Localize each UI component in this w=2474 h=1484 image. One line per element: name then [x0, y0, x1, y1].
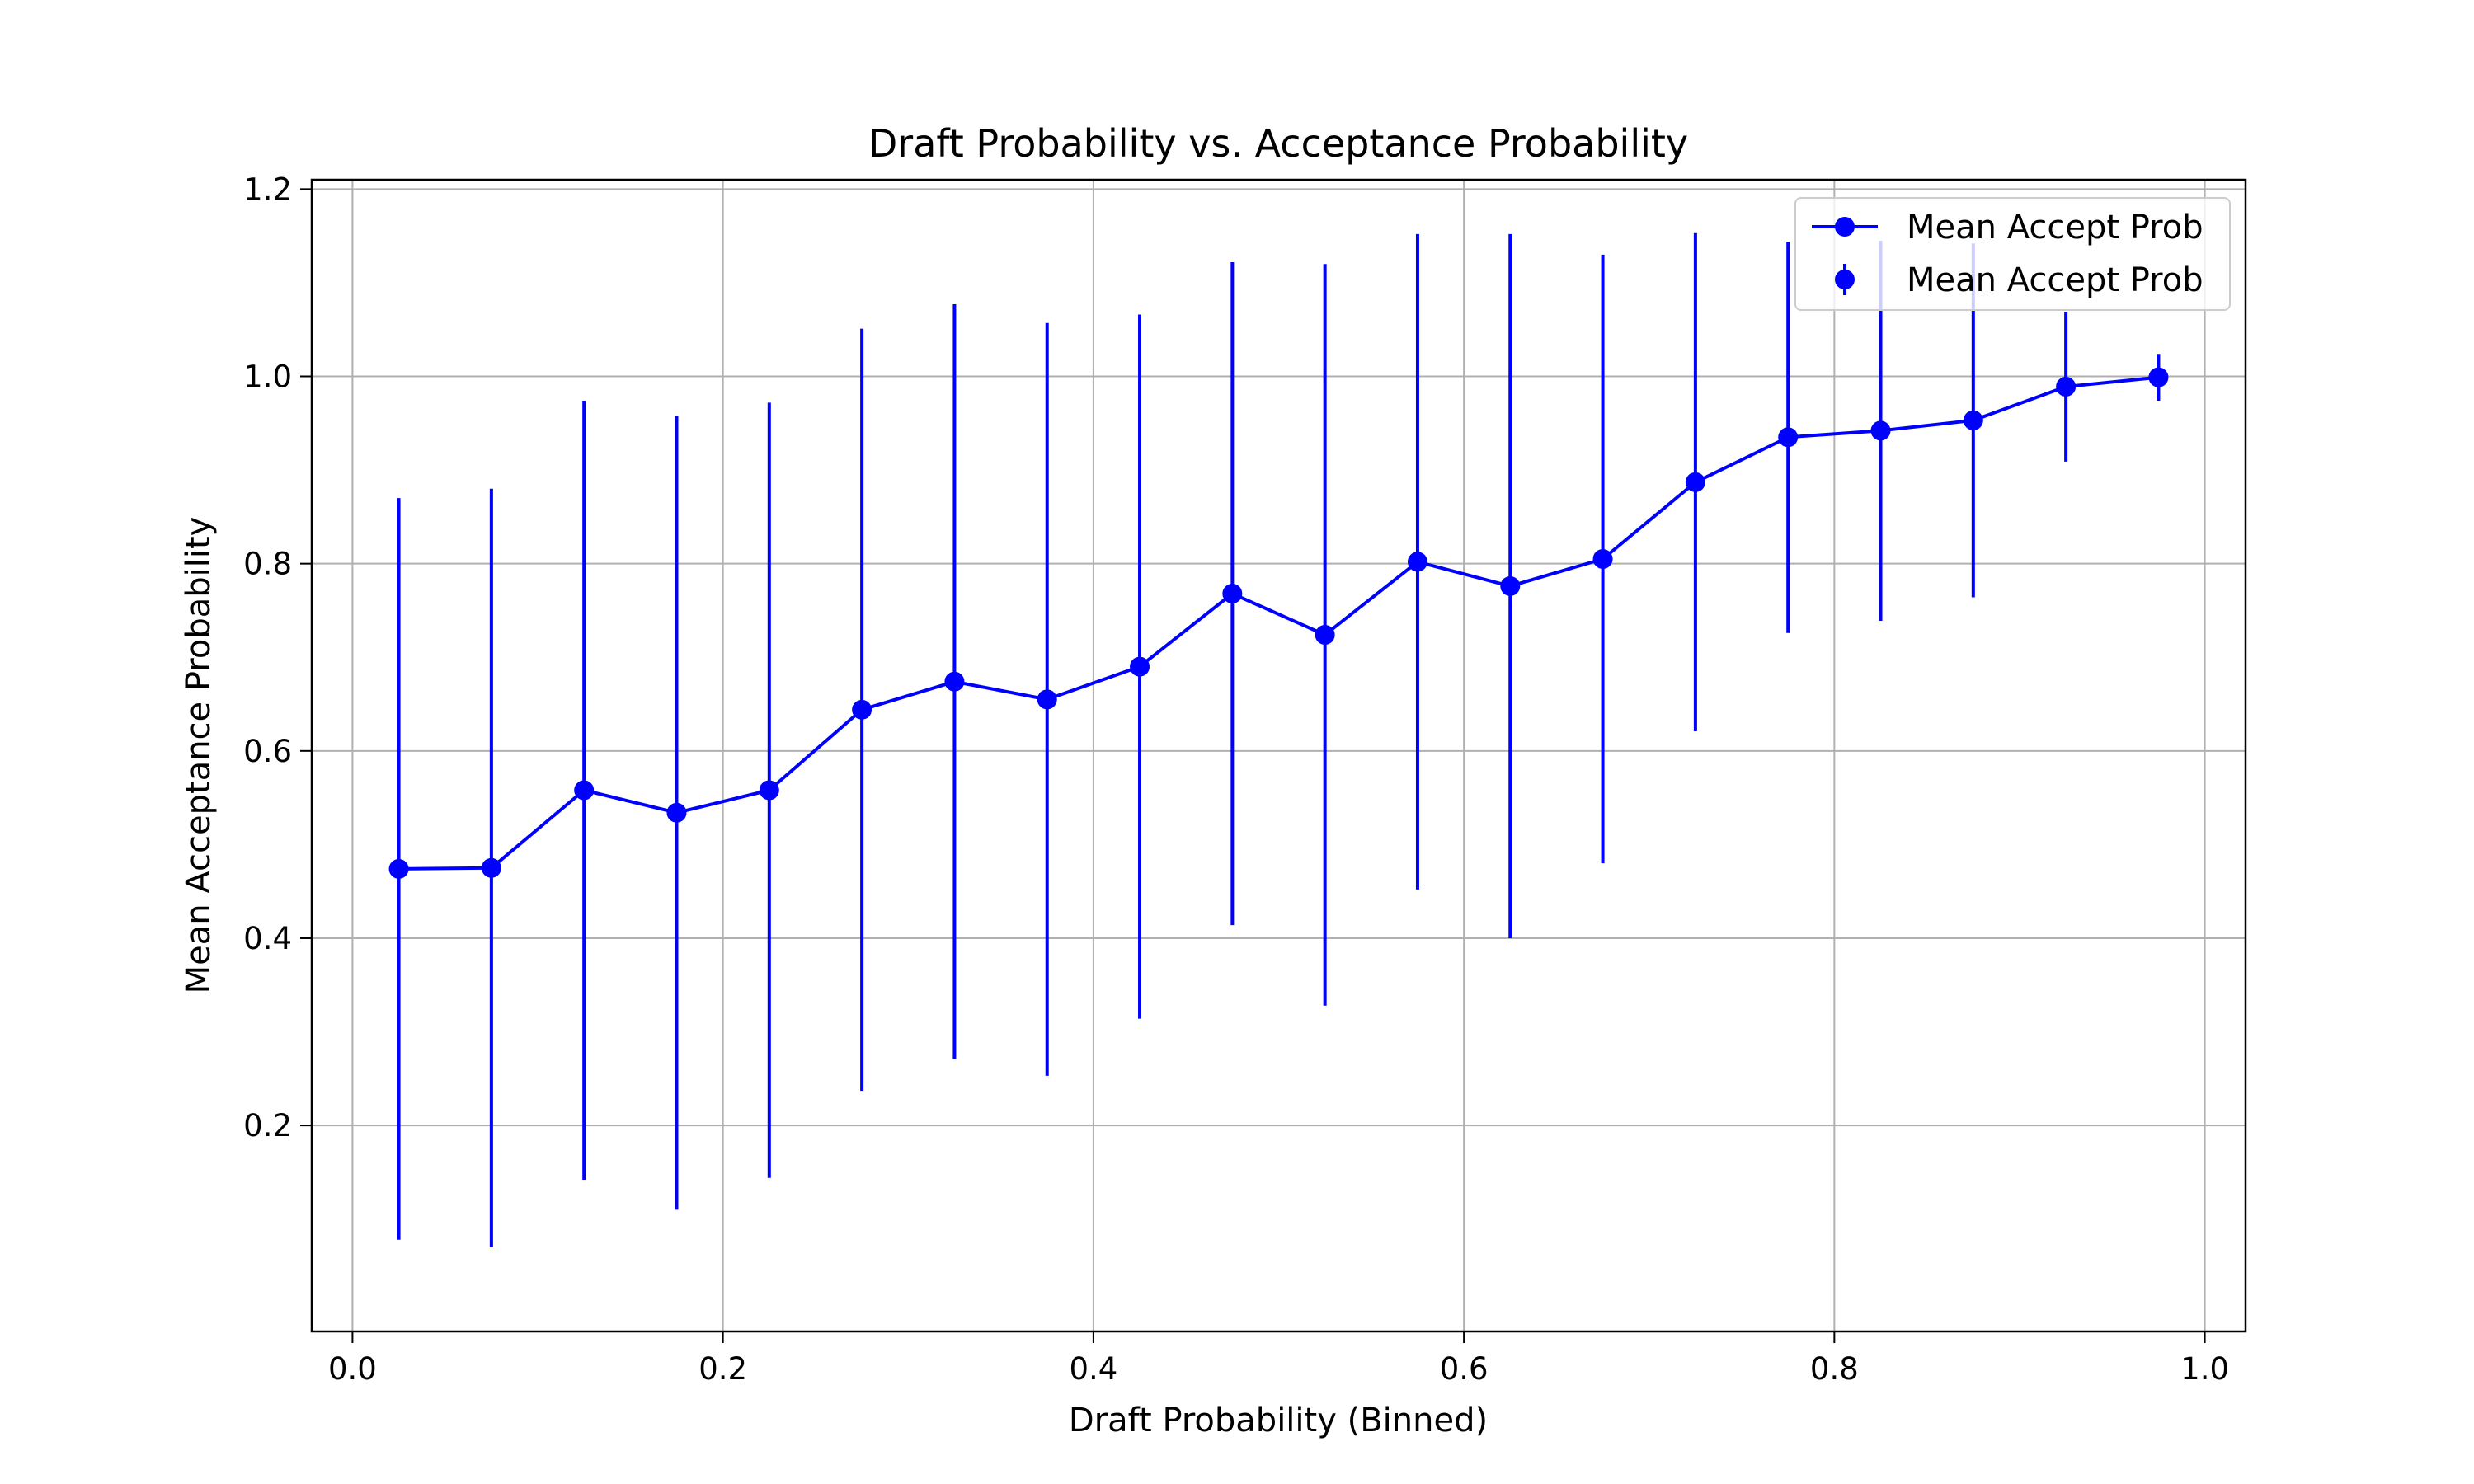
x-axis-ticks: 0.0 0.2 0.4 0.6 0.8 1.0 — [328, 1331, 2229, 1387]
data-point — [759, 780, 779, 801]
plot-frame — [310, 178, 2247, 1333]
data-point — [1500, 575, 1521, 596]
legend-errorbar-marker-swatch — [1835, 270, 1855, 289]
y-tick-label: 0.6 — [243, 734, 292, 769]
data-point — [481, 857, 501, 878]
y-axis-label: Mean Acceptance Probability — [180, 517, 218, 994]
legend-label-line: Mean Accept Prob — [1907, 209, 2204, 247]
data-point — [944, 671, 965, 692]
plot-area — [312, 180, 2246, 1331]
grid-lines — [312, 180, 2246, 1331]
data-point — [1778, 427, 1799, 448]
y-tick-label: 1.0 — [243, 359, 292, 395]
x-tick-label: 0.6 — [1440, 1351, 1489, 1387]
data-series — [398, 375, 2159, 871]
y-tick-label: 1.2 — [243, 171, 292, 207]
y-tick-label: 0.8 — [243, 547, 292, 582]
data-point — [1592, 548, 1613, 569]
y-axis-ticks: 0.2 0.4 0.6 0.8 1.0 1.2 — [243, 171, 312, 1144]
data-point — [388, 858, 409, 879]
x-axis-label: Draft Probability (Binned) — [1069, 1402, 1488, 1439]
data-point — [1685, 472, 1705, 492]
x-tick-label: 1.0 — [2180, 1351, 2229, 1387]
chart-title: Draft Probability vs. Acceptance Probabi… — [868, 121, 1688, 166]
data-point — [1315, 624, 1335, 645]
data-point — [2148, 367, 2169, 387]
data-point — [1870, 420, 1891, 441]
legend-label-errorbar: Mean Accept Prob — [1907, 261, 2204, 299]
legend-box — [1794, 197, 2231, 311]
y-tick-label: 0.4 — [243, 921, 292, 956]
x-tick-label: 0.2 — [698, 1351, 747, 1387]
legend-marker-swatch — [1835, 217, 1855, 237]
data-point — [1963, 410, 1983, 430]
data-point — [1130, 656, 1150, 677]
data-point — [852, 699, 872, 720]
series-line — [398, 375, 2159, 871]
data-point — [1407, 552, 1427, 572]
data-point — [574, 780, 595, 801]
legend: Mean Accept Prob Mean Accept Prob — [1794, 197, 2231, 311]
data-point — [666, 802, 687, 823]
data-point — [2056, 377, 2077, 397]
x-tick-label: 0.0 — [328, 1351, 377, 1387]
x-tick-label: 0.8 — [1810, 1351, 1859, 1387]
y-tick-label: 0.2 — [243, 1108, 292, 1144]
data-point — [1222, 584, 1243, 604]
data-point — [1037, 689, 1057, 710]
x-tick-label: 0.4 — [1069, 1351, 1117, 1387]
data-markers — [388, 367, 2169, 879]
